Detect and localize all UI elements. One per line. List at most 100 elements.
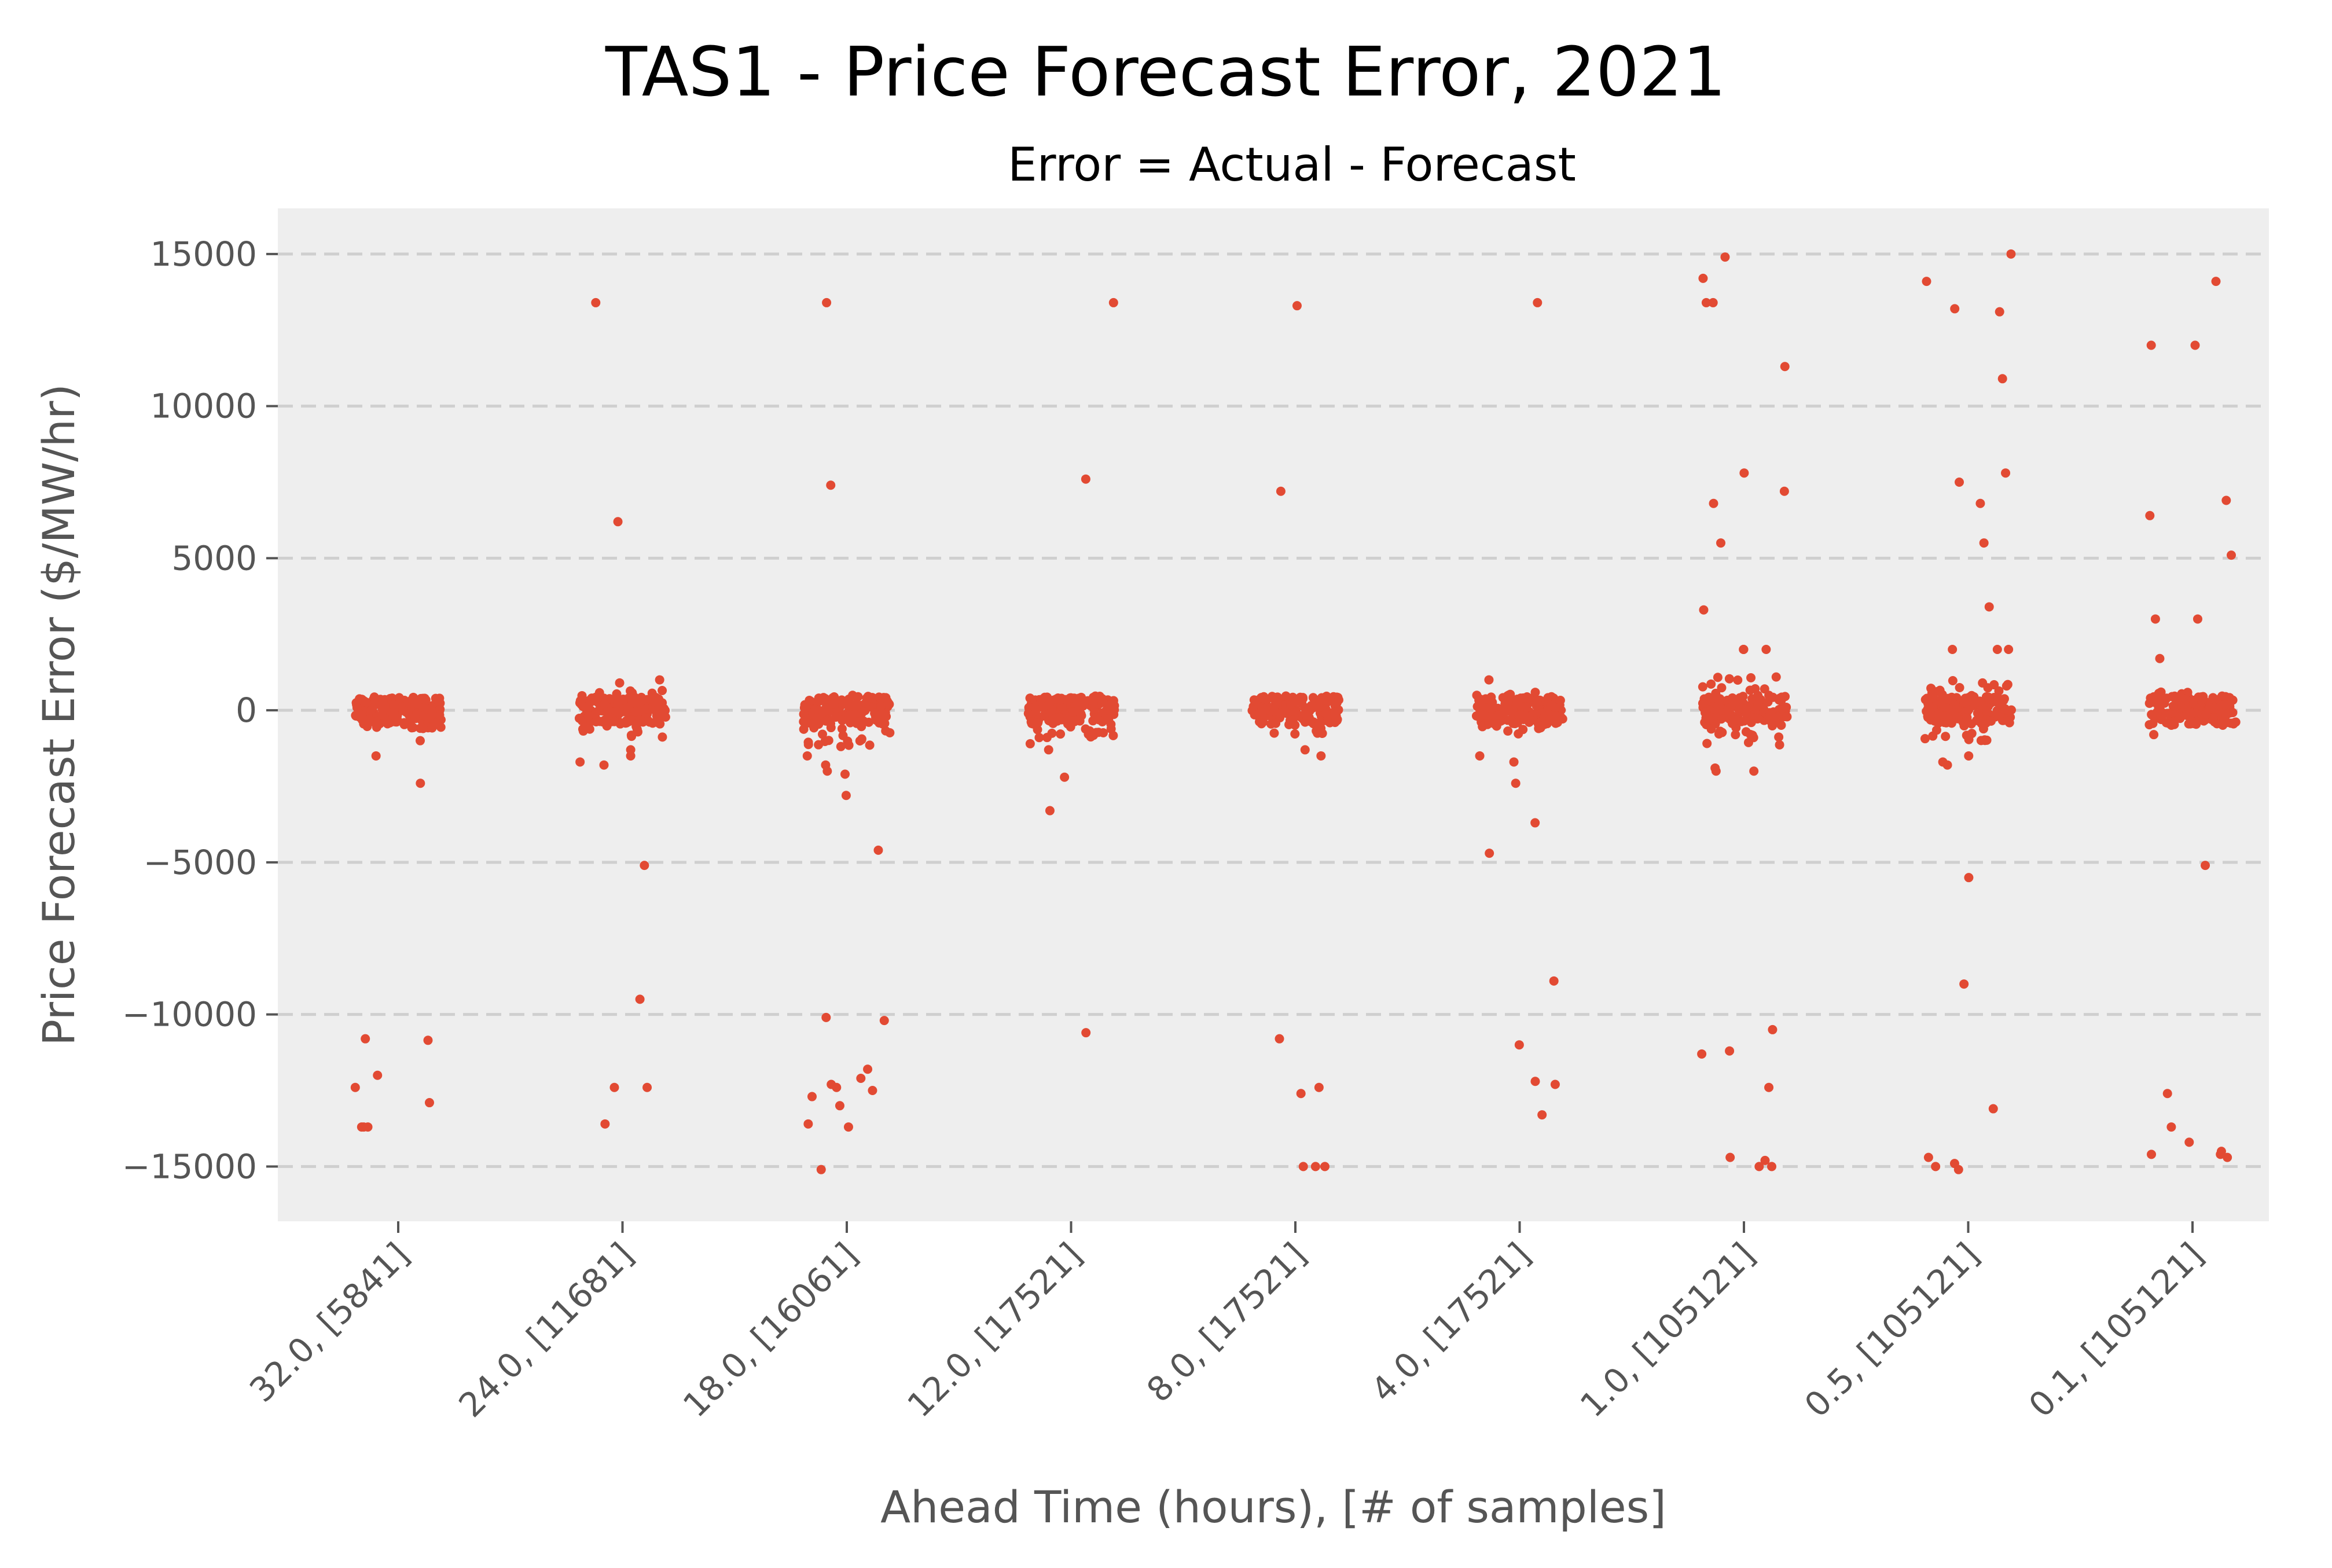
x-tick-label: 0.5, [105121] — [1797, 1235, 1986, 1425]
data-point — [821, 716, 831, 726]
data-point — [814, 740, 824, 750]
data-point — [1292, 301, 1302, 311]
data-point — [601, 715, 611, 725]
data-point — [1512, 697, 1522, 707]
data-point — [1511, 779, 1521, 788]
data-point — [1955, 683, 1964, 693]
data-point — [378, 696, 388, 706]
data-point — [434, 696, 443, 706]
data-point — [1698, 273, 1708, 283]
data-point — [1955, 477, 1964, 487]
data-point — [649, 697, 659, 707]
data-point — [2152, 692, 2162, 702]
data-point — [1968, 697, 1978, 707]
data-point — [1959, 698, 1969, 708]
data-point — [1302, 710, 1312, 720]
data-point — [373, 1070, 383, 1080]
data-point — [594, 706, 604, 716]
data-point — [1782, 712, 1792, 722]
data-point — [1982, 735, 1992, 745]
data-point — [1051, 713, 1061, 723]
data-point — [2148, 718, 2158, 728]
data-point — [1775, 693, 1785, 703]
data-point — [1749, 733, 1758, 743]
data-point — [2225, 708, 2235, 718]
data-point — [408, 722, 418, 732]
data-point — [612, 689, 622, 699]
x-tick-label: 18.0, [16061] — [675, 1235, 865, 1425]
data-point — [1314, 1082, 1324, 1092]
data-point — [826, 723, 836, 733]
data-point — [2197, 695, 2206, 705]
data-point — [1276, 486, 1286, 496]
data-point — [1717, 683, 1727, 693]
data-point — [423, 1035, 433, 1045]
data-point — [369, 695, 379, 704]
data-point — [1702, 739, 1712, 748]
data-point — [873, 845, 883, 855]
data-point — [366, 706, 376, 715]
data-point — [1534, 722, 1544, 732]
data-point — [1514, 1040, 1524, 1050]
data-point — [424, 1098, 434, 1108]
data-point — [1973, 708, 1982, 718]
data-point — [856, 1074, 866, 1084]
data-point — [648, 718, 658, 728]
data-point — [2156, 714, 2166, 724]
data-point — [1923, 711, 1933, 721]
data-point — [609, 1082, 619, 1092]
data-point — [591, 692, 601, 702]
data-point — [361, 697, 371, 707]
data-point — [630, 707, 640, 717]
data-point — [1267, 692, 1277, 702]
data-point — [1706, 679, 1716, 689]
data-point — [2003, 716, 2013, 726]
data-point — [1767, 1162, 1777, 1172]
data-point — [840, 769, 850, 779]
data-point — [418, 724, 428, 733]
data-point — [1728, 693, 1738, 703]
data-point — [1475, 751, 1485, 761]
data-point — [1081, 1028, 1091, 1038]
data-point — [1530, 688, 1540, 697]
data-point — [843, 1122, 853, 1132]
data-point — [1962, 730, 1971, 740]
data-point — [805, 695, 814, 705]
data-point — [841, 791, 851, 800]
data-point — [1974, 717, 1984, 726]
data-point — [1995, 710, 2004, 720]
data-point — [1500, 707, 1510, 717]
data-point — [1773, 713, 1783, 722]
y-tick-label: −5000 — [144, 843, 257, 882]
data-point — [1994, 686, 2004, 696]
data-point — [613, 517, 623, 527]
data-point — [600, 699, 609, 709]
data-point — [1298, 1162, 1308, 1172]
data-point — [647, 688, 657, 698]
data-point — [2147, 710, 2157, 720]
data-point — [828, 699, 838, 709]
data-point — [1749, 766, 1759, 776]
data-point — [2223, 700, 2232, 710]
data-point — [1701, 707, 1711, 717]
data-point — [1984, 602, 1994, 612]
data-point — [425, 713, 435, 723]
data-point — [2205, 703, 2215, 713]
data-point — [1948, 645, 1958, 655]
data-point — [1701, 298, 1711, 307]
data-point — [1036, 695, 1046, 704]
data-point — [600, 1119, 610, 1129]
data-point — [2002, 681, 2011, 691]
data-point — [853, 692, 863, 702]
y-axis-ticks: 15000 10000 5000 0 −5000 −10000 −15000 — [122, 234, 278, 1186]
data-point — [807, 1092, 817, 1101]
data-point — [1106, 700, 1115, 710]
data-point — [641, 704, 651, 714]
x-tick-label: 32.0, [5841] — [242, 1235, 417, 1410]
data-point — [640, 861, 649, 871]
data-point — [863, 1064, 873, 1074]
data-point — [1959, 979, 1969, 989]
data-point — [435, 710, 445, 720]
data-point — [1997, 374, 2007, 384]
data-point — [632, 719, 642, 729]
